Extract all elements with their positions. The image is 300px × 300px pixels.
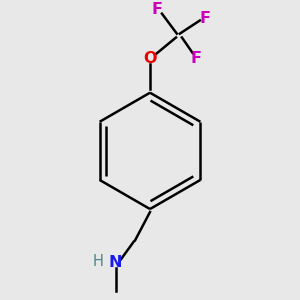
- Text: F: F: [152, 2, 163, 17]
- Text: F: F: [191, 51, 202, 66]
- Text: H: H: [93, 254, 104, 269]
- Text: F: F: [200, 11, 211, 26]
- Text: O: O: [143, 51, 157, 66]
- Text: N: N: [109, 255, 122, 270]
